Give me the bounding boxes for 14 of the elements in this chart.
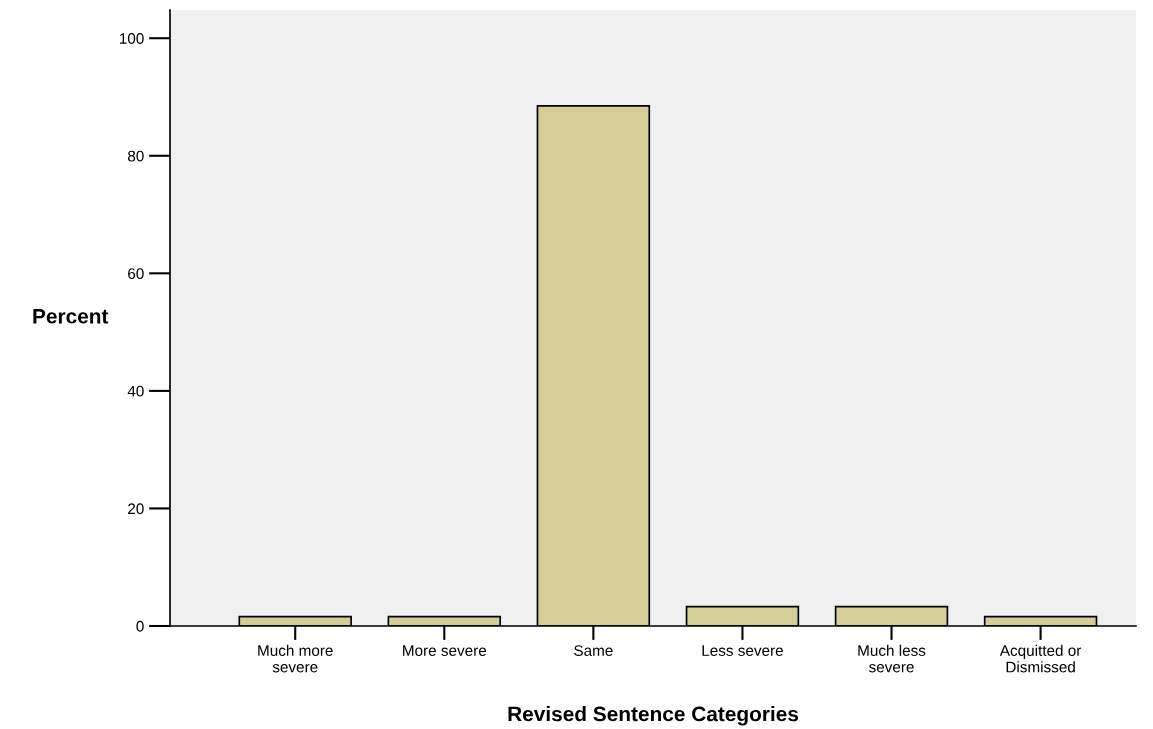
y-tick-label: 80 (127, 150, 144, 162)
x-tick-label: Much more severe (258, 644, 333, 673)
x-axis-title: Revised Sentence Categories (508, 706, 799, 726)
x-tick-label: Less severe (702, 645, 783, 656)
y-axis-title: Percent (33, 309, 109, 324)
x-tick-label: Same (574, 645, 613, 656)
y-tick-label: 40 (127, 385, 144, 397)
x-tick-label: Acquitted or Dismissed (999, 644, 1082, 673)
y-tick-label: 0 (136, 620, 144, 632)
y-tick-label: 60 (128, 268, 144, 280)
y-tick-label: 100 (119, 33, 144, 44)
y-tick-label: 20 (128, 503, 144, 515)
x-tick-label: Much less severe (858, 644, 926, 673)
x-tick-label: More severe (403, 645, 487, 656)
